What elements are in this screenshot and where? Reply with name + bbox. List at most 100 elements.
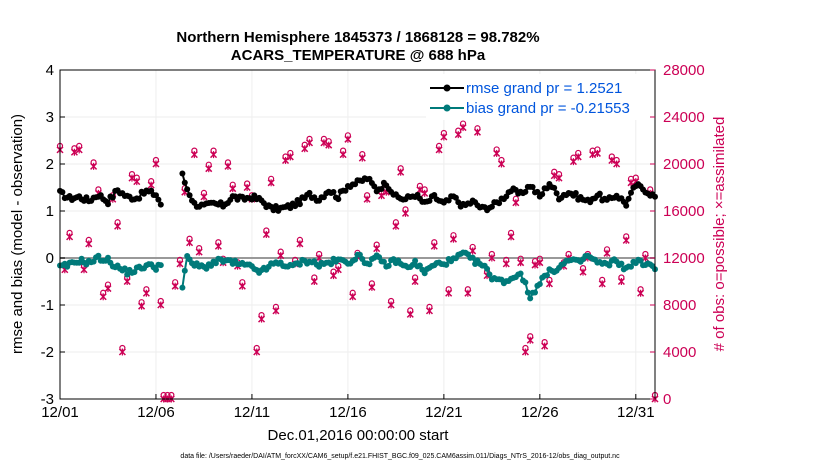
- obs-assimilated-point: [377, 192, 386, 200]
- legend: rmse grand pr = 1.2521 bias grand pr = -…: [426, 74, 650, 120]
- obs-assimilated-point: [598, 280, 606, 288]
- bias-point: [484, 265, 491, 272]
- bias-point: [637, 257, 644, 264]
- obs-assimilated-point: [449, 235, 457, 243]
- chart-title-line2: ACARS_TEMPERATURE @ 688 hPa: [231, 47, 486, 64]
- rmse-point: [496, 200, 503, 207]
- x-tick-label: 12/31: [617, 404, 655, 421]
- rmse-point: [371, 183, 378, 190]
- bias-point: [95, 252, 102, 259]
- obs-assimilated-point: [497, 160, 505, 168]
- bias-point: [124, 271, 131, 278]
- bias-point: [380, 258, 387, 265]
- obs-assimilated-point: [277, 252, 285, 260]
- rmse-point: [136, 195, 143, 202]
- rmse-point: [155, 196, 162, 203]
- obs-assimilated-point: [469, 247, 477, 255]
- rmse-point: [534, 188, 541, 195]
- bias-point: [618, 260, 625, 267]
- obs-assimilated-point: [517, 259, 525, 267]
- obs-assimilated-point: [118, 348, 126, 356]
- y-right-tick-label: 0: [663, 391, 671, 408]
- obs-assimilated-point: [85, 240, 93, 248]
- bias-point: [544, 272, 550, 279]
- y-left-tick-label: 0: [46, 250, 54, 267]
- obs-assimilated-point: [454, 131, 462, 139]
- obs-assimilated-point: [521, 348, 529, 356]
- rmse-point: [184, 186, 191, 193]
- obs-assimilated-point: [80, 266, 88, 274]
- y-right-tick-label: 20000: [663, 156, 705, 173]
- rmse-point: [539, 191, 546, 198]
- rmse-point: [342, 187, 349, 194]
- obs-assimilated-point: [90, 162, 98, 170]
- rmse-point: [181, 179, 188, 186]
- x-tick-label: 12/26: [521, 404, 559, 421]
- bias-point: [443, 261, 450, 268]
- obs-assimilated-point: [387, 301, 395, 309]
- obs-assimilated-point: [536, 259, 544, 267]
- obs-assimilated-point: [334, 266, 342, 274]
- rmse-point: [296, 201, 303, 208]
- obs-assimilated-point: [339, 151, 347, 159]
- rmse-point: [623, 202, 630, 209]
- plot-frame: [59, 69, 656, 400]
- rmse-series: [57, 170, 658, 214]
- rmse-point: [522, 188, 529, 195]
- bias-point: [179, 284, 186, 291]
- obs-assimilated-point: [363, 195, 371, 203]
- rmse-point: [544, 185, 550, 192]
- obs-assimilated-point: [267, 179, 275, 187]
- chart-title-line1: Northern Hemisphere 1845373 / 1868128 = …: [176, 29, 539, 46]
- x-tick-label: 12/01: [41, 404, 79, 421]
- obs-assimilated-point: [253, 348, 261, 356]
- bias-point: [212, 260, 219, 267]
- obs-assimilated-point: [579, 268, 587, 276]
- obs-assimilated-point: [205, 165, 213, 173]
- obs-assimilated-point: [325, 141, 333, 149]
- obs-assimilated-point: [114, 222, 122, 230]
- bias-point: [517, 270, 524, 277]
- obs-assimilated-point: [200, 193, 208, 201]
- y-left-tick-label: 3: [46, 109, 54, 126]
- obs-assimilated-point: [157, 301, 165, 309]
- obs-assimilated-point: [301, 145, 309, 153]
- y-left-tick-label: -3: [41, 391, 54, 408]
- obs-assimilated-point: [608, 156, 616, 165]
- obs-assimilated-point: [555, 174, 563, 182]
- rmse-point: [153, 192, 159, 199]
- obs-assimilated-point: [128, 174, 136, 182]
- legend-bias-marker: [443, 104, 451, 112]
- rmse-point: [455, 199, 462, 206]
- rmse-point: [59, 189, 66, 196]
- obs-assimilated-point: [622, 236, 630, 244]
- obs-assimilated-point: [617, 277, 625, 286]
- obs-assimilated-point: [152, 160, 160, 168]
- bias-point: [469, 254, 476, 261]
- rmse-point: [109, 194, 116, 201]
- obs-assimilated-point: [99, 293, 107, 301]
- obs-assimilated-point: [425, 307, 434, 315]
- obs-assimilated-point: [373, 245, 381, 253]
- rmse-point: [551, 184, 558, 191]
- y-right-axis: 0 4000 8000 12000 16000 20000 24000 28000: [650, 62, 705, 408]
- x-tick-label: 12/21: [425, 404, 463, 421]
- obs-assimilated-point: [190, 151, 198, 159]
- rmse-point: [287, 205, 294, 212]
- y-left-tick-label: -1: [41, 297, 54, 314]
- rmse-point: [330, 189, 337, 195]
- obs-assimilated-point: [104, 285, 112, 293]
- rmse-point: [452, 194, 459, 201]
- obs-assimilated-point: [603, 249, 611, 257]
- obs-assimilated-point: [171, 282, 179, 290]
- bias-point: [121, 265, 128, 272]
- footnote: data file: /Users/raeder/DAI/ATM_forcXX/…: [180, 453, 620, 460]
- y-left-tick-label: 2: [46, 156, 54, 173]
- legend-rmse-label: rmse grand pr = 1.2521: [466, 80, 622, 97]
- obs-assimilated-point: [459, 124, 467, 132]
- obs-assimilated-point: [214, 242, 222, 250]
- y-right-tick-label: 16000: [663, 203, 705, 220]
- x-axis-label: Dec.01,2016 00:00:00 start: [268, 427, 450, 444]
- y-right-tick-label: 28000: [663, 62, 705, 79]
- obs-assimilated-point: [545, 280, 553, 288]
